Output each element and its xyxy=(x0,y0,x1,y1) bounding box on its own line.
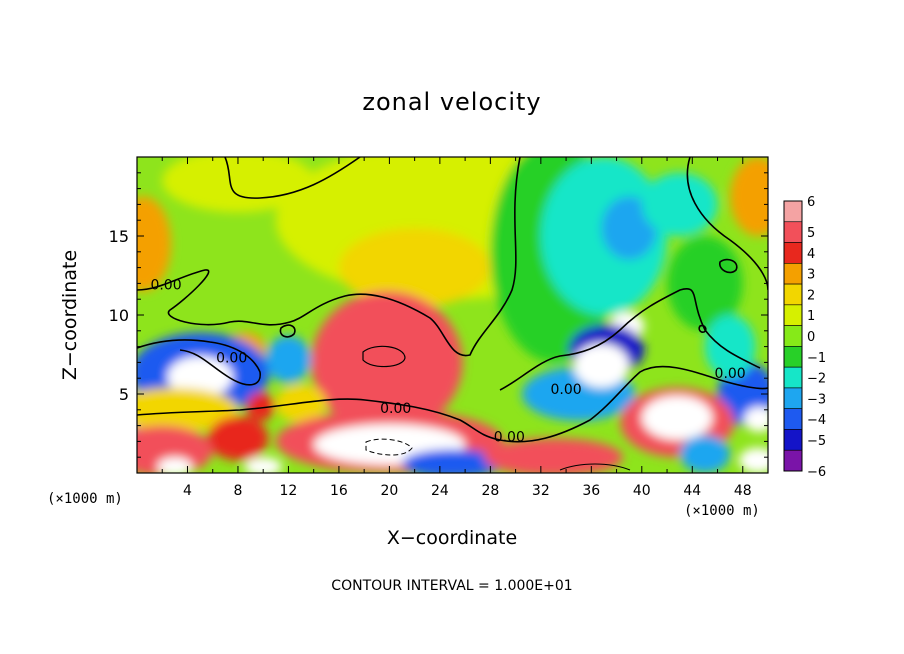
colorbar-label-6: 0 xyxy=(807,330,815,345)
field-region-4 xyxy=(162,157,314,213)
zero-contour-mid-right xyxy=(499,288,761,391)
x-unit-label-right: (×1000 m) xyxy=(684,503,760,519)
field-region-2 xyxy=(137,196,172,292)
x-tick-label-2: 12 xyxy=(280,483,298,499)
x-tick-label-5: 24 xyxy=(431,483,449,499)
velocity-field xyxy=(137,157,768,473)
field-region-31 xyxy=(402,449,503,473)
field-region-16 xyxy=(265,335,312,383)
field-region-15 xyxy=(167,356,233,398)
field-region-37 xyxy=(244,457,283,473)
x-tick-label-4: 20 xyxy=(380,483,398,499)
x-unit-label-left: (×1000 m) xyxy=(47,491,123,507)
lower-right-thin-contour xyxy=(559,463,631,471)
field-region-24 xyxy=(137,387,238,432)
colorbar-label-7: −1 xyxy=(807,351,826,366)
zero-contour-small-loop-1 xyxy=(719,258,738,274)
x-tick-label-8: 36 xyxy=(582,483,600,499)
y-tick-label-2: 15 xyxy=(109,227,129,246)
contour-label-0: 0.00 xyxy=(150,278,181,294)
colorbar-frame xyxy=(783,200,803,472)
y-tick-label-1: 10 xyxy=(109,306,129,325)
field-region-35 xyxy=(679,435,731,473)
colorbar-swatch-10 xyxy=(783,408,803,430)
colorbar-swatch-1 xyxy=(783,221,803,243)
x-tick-label-10: 44 xyxy=(683,483,701,499)
contour-label-2: 0.00 xyxy=(380,401,411,417)
x-tick-label-1: 8 xyxy=(233,483,242,499)
zero-contour-small-loop-3 xyxy=(698,324,707,333)
positive-contour-upper-loop xyxy=(362,345,406,368)
contour-label-4: 0.00 xyxy=(550,382,581,398)
zero-contour-upper xyxy=(137,157,521,357)
chart-title: zonal velocity xyxy=(362,88,542,116)
contour-interval-label: CONTOUR INTERVAL = 1.000E+01 xyxy=(331,578,573,594)
contour-label-1: 0.00 xyxy=(216,350,247,366)
colorbar-swatch-9 xyxy=(783,387,803,409)
zero-contour-upper-left-blob xyxy=(224,157,361,199)
contour-labels: 0.00 0.00 0.00 0.00 0.00 0.00 xyxy=(150,278,745,446)
colorbar-label-0: 6 xyxy=(807,195,815,210)
zero-contour-upper-right xyxy=(686,157,768,291)
colorbar-swatch-2 xyxy=(783,242,803,264)
zero-contour-lower xyxy=(137,365,768,443)
field-region-23 xyxy=(744,406,768,432)
colorbar-swatch-3 xyxy=(783,263,803,285)
colorbar-label-4: 2 xyxy=(807,288,815,303)
zero-contour-mid-left xyxy=(137,339,261,386)
colorbar-label-5: 1 xyxy=(807,309,815,324)
field-region-25 xyxy=(246,392,275,421)
x-tick-label-3: 16 xyxy=(330,483,348,499)
field-region-12 xyxy=(311,291,463,434)
colorbar-label-9: −3 xyxy=(807,392,826,407)
colorbar: 6 5 4 3 2 1 0 −1 −2 −3 −4 −5 −6 xyxy=(783,195,826,480)
zero-contour-small-loop-2 xyxy=(279,324,296,338)
colorbar-label-3: 3 xyxy=(807,268,815,283)
field-region-34 xyxy=(641,395,713,440)
x-tick-label-6: 28 xyxy=(481,483,499,499)
colorbar-swatch-12 xyxy=(783,449,803,472)
field-region-1 xyxy=(338,228,491,308)
colorbar-label-1: 5 xyxy=(807,226,815,241)
field-region-8 xyxy=(641,172,718,236)
colorbar-label-2: 4 xyxy=(807,247,815,262)
colorbar-label-10: −4 xyxy=(807,413,826,428)
field-region-38 xyxy=(157,457,193,473)
colorbar-swatch-7 xyxy=(783,346,803,368)
negative-contour-dashed xyxy=(365,438,413,456)
x-axis-label: X−coordinate xyxy=(386,527,518,549)
colorbar-swatch-8 xyxy=(783,366,803,389)
x-tick-label-9: 40 xyxy=(633,483,651,499)
field-region-28 xyxy=(137,425,213,473)
field-region-39 xyxy=(704,315,756,379)
zero-contours xyxy=(137,157,768,471)
x-tick-label-0: 4 xyxy=(183,483,192,499)
y-tick-label-0: 5 xyxy=(119,385,129,404)
contour-label-3: 0.00 xyxy=(494,429,525,445)
colorbar-label-12: −6 xyxy=(807,465,826,480)
colorbar-swatch-11 xyxy=(783,429,803,451)
colorbar-swatch-0 xyxy=(783,200,803,223)
colorbar-swatch-4 xyxy=(783,283,803,306)
field-region-3 xyxy=(730,157,768,236)
x-tick-label-11: 48 xyxy=(734,483,752,499)
colorbar-swatch-6 xyxy=(783,325,803,347)
colorbar-label-8: −2 xyxy=(807,372,826,387)
field-region-36 xyxy=(738,447,768,473)
colorbar-label-11: −5 xyxy=(807,434,826,449)
contour-label-5: 0.00 xyxy=(715,366,746,382)
field-region-21 xyxy=(573,343,630,388)
colorbar-swatch-5 xyxy=(783,304,803,326)
x-tick-label-7: 32 xyxy=(532,483,550,499)
field-region-27 xyxy=(207,416,269,461)
